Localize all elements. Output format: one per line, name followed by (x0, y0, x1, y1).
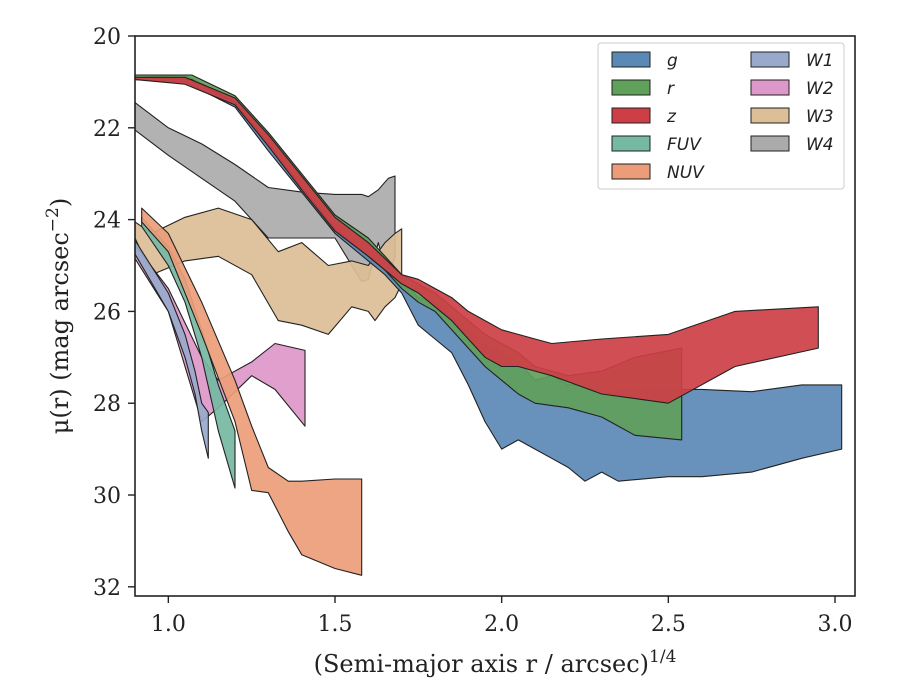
y-tick-label: 28 (93, 392, 121, 417)
y-tick-label: 20 (93, 25, 121, 50)
plot-frame (134, 35, 856, 597)
legend-label-w2: W2 (806, 79, 834, 99)
legend-label-w1: W1 (806, 51, 834, 71)
x-tick-label: 2.5 (651, 612, 686, 637)
y-axis-title: μ(r) (mag arcsec−2) (43, 198, 74, 434)
legend-swatch-r (611, 79, 651, 96)
x-tick-label: 2.0 (484, 612, 519, 637)
legend-swatch-w4 (750, 135, 790, 152)
legend-label-w4: W4 (806, 135, 834, 155)
legend-label-g: g (667, 51, 678, 71)
band-w1 (134, 239, 209, 459)
y-tick-label: 30 (93, 484, 121, 509)
y-axis-ticks: 20 22 24 26 28 30 32 (93, 25, 135, 601)
y-tick-label: 26 (93, 300, 121, 325)
x-tick-label: 1.0 (151, 612, 186, 637)
legend-label-w3: W3 (806, 107, 834, 127)
band-z (134, 76, 819, 404)
y-tick-label: 22 (93, 117, 121, 142)
x-axis-ticks: 1.0 1.5 2.0 2.5 3.0 (151, 596, 853, 637)
legend-swatch-g (611, 51, 651, 68)
legend-label-nuv: NUV (667, 163, 705, 183)
x-tick-label: 1.5 (318, 612, 353, 637)
series-bands (134, 74, 843, 576)
y-tick-label: 32 (93, 576, 121, 601)
x-tick-label: 3.0 (818, 612, 853, 637)
legend-label-z: z (666, 107, 677, 127)
legend-swatch-w2 (750, 79, 790, 96)
legend-label-r: r (667, 79, 675, 99)
legend-swatch-w1 (750, 51, 790, 68)
legend-swatch-nuv (611, 163, 651, 180)
y-tick-label: 24 (93, 209, 121, 234)
x-axis-title: (Semi-major axis r / arcsec)1/4 (314, 647, 677, 678)
band-nuv (141, 207, 363, 576)
legend-swatch-fuv (611, 135, 651, 152)
legend: grz FUV NUV W1 W2 W3 W4 (597, 42, 845, 190)
legend-label-fuv: FUV (667, 135, 702, 155)
legend-swatch-z (611, 107, 651, 124)
legend-swatch-w3 (750, 107, 790, 124)
